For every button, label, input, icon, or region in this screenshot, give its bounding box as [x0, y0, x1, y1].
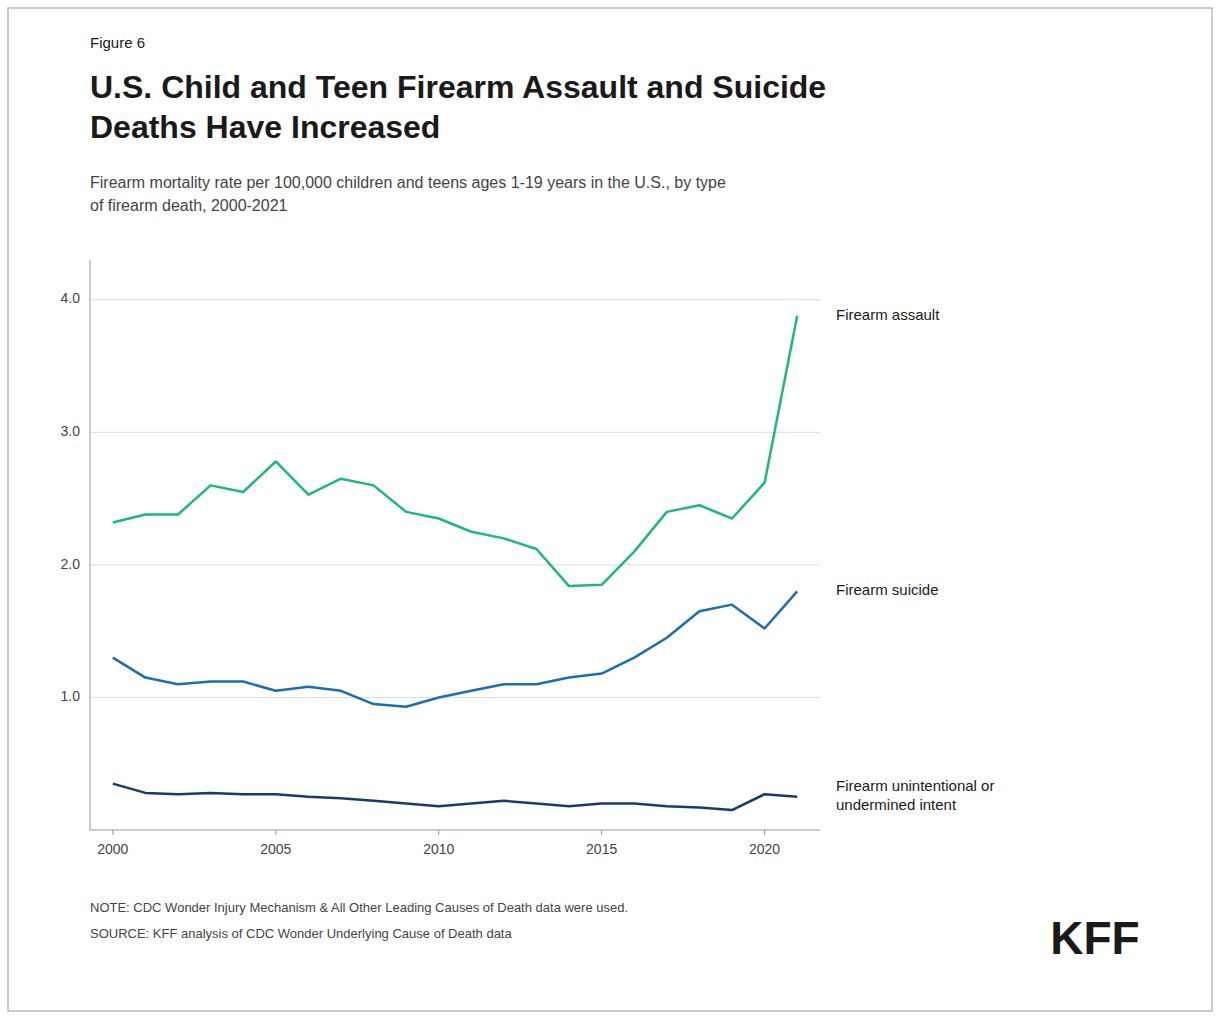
y-tick-label: 4.0	[61, 290, 81, 306]
x-tick	[275, 830, 276, 835]
note: NOTE: CDC Wonder Injury Mechanism & All …	[90, 900, 628, 915]
x-tick	[112, 830, 113, 835]
series-label: Firearm suicide	[836, 581, 939, 598]
y-tick-label: 2.0	[61, 556, 81, 572]
x-tick-label: 2005	[260, 841, 291, 857]
series-label: Firearm unintentional orundermined inten…	[836, 777, 994, 813]
note: SOURCE: KFF analysis of CDC Wonder Under…	[90, 926, 512, 941]
brand: KFF	[1050, 912, 1139, 964]
y-tick-label: 3.0	[61, 423, 81, 439]
x-tick-label: 2000	[97, 841, 128, 857]
x-tick	[764, 830, 765, 835]
title: U.S. Child and Teen Firearm Assault and …	[90, 69, 826, 145]
x-tick	[601, 830, 602, 835]
figure-label: Figure 6	[90, 34, 145, 51]
grid	[90, 300, 820, 698]
y-tick-label: 1.0	[61, 688, 81, 704]
border	[8, 8, 1212, 1011]
grid-line	[90, 564, 820, 565]
subtitle: Firearm mortality rate per 100,000 child…	[90, 174, 726, 214]
x-tick-label: 2010	[423, 841, 454, 857]
series-line	[113, 591, 797, 706]
grid-line	[90, 299, 820, 300]
x-tick	[438, 830, 439, 835]
lines	[113, 316, 797, 810]
y-axis-line	[90, 260, 91, 830]
x-tick-label: 2020	[749, 841, 780, 857]
series-line	[113, 316, 797, 586]
grid-line	[90, 697, 820, 698]
chart: Figure 6 U.S. Child and Teen Firearm Assa…	[0, 0, 1220, 1019]
x-axis-line	[90, 830, 820, 831]
series-line	[113, 784, 797, 811]
series-label: Firearm assault	[836, 306, 940, 323]
background	[0, 0, 1220, 1019]
x-tick-label: 2015	[586, 841, 617, 857]
grid-line	[90, 432, 820, 433]
